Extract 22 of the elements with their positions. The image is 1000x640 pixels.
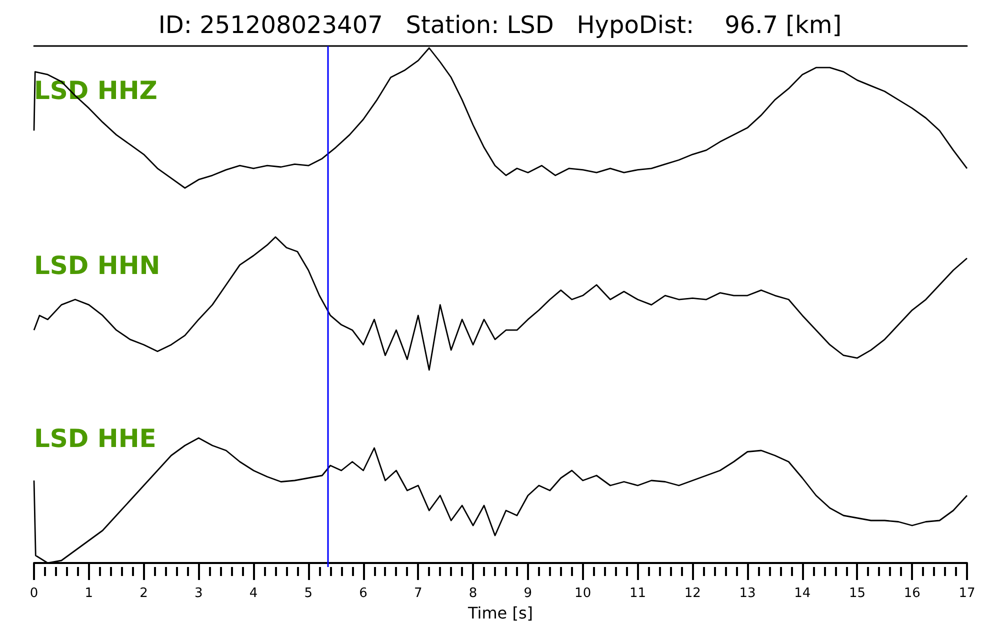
x-tick-label: 9 (524, 586, 532, 601)
x-tick-label: 2 (140, 586, 148, 601)
x-tick-label: 14 (794, 586, 811, 601)
x-tick-label: 7 (414, 586, 422, 601)
x-tick-label: 1 (84, 586, 94, 601)
x-tick-label: 15 (848, 586, 866, 601)
x-tick-label: 8 (468, 586, 478, 601)
x-tick-label: 13 (739, 586, 756, 601)
x-axis-title: Time [s] (466, 603, 534, 622)
x-tick-label: 4 (249, 586, 258, 601)
x-tick-label: 12 (684, 586, 701, 601)
x-tick-label: 6 (359, 586, 368, 601)
x-tick-label: 0 (30, 586, 38, 601)
annotation: LSD HHN (34, 251, 160, 280)
annotation: LSD HHE (34, 424, 156, 453)
x-tick-label: 11 (629, 586, 646, 601)
x-tick-label: 3 (194, 586, 203, 601)
x-tick-label: 16 (904, 586, 920, 601)
x-tick-label: 10 (574, 586, 592, 601)
x-tick-label: 5 (304, 586, 313, 601)
chart-title: ID: 251208023407 Station: LSD HypoDist: 96.7 [km] (158, 11, 842, 39)
x-tick-label: 17 (958, 586, 976, 601)
